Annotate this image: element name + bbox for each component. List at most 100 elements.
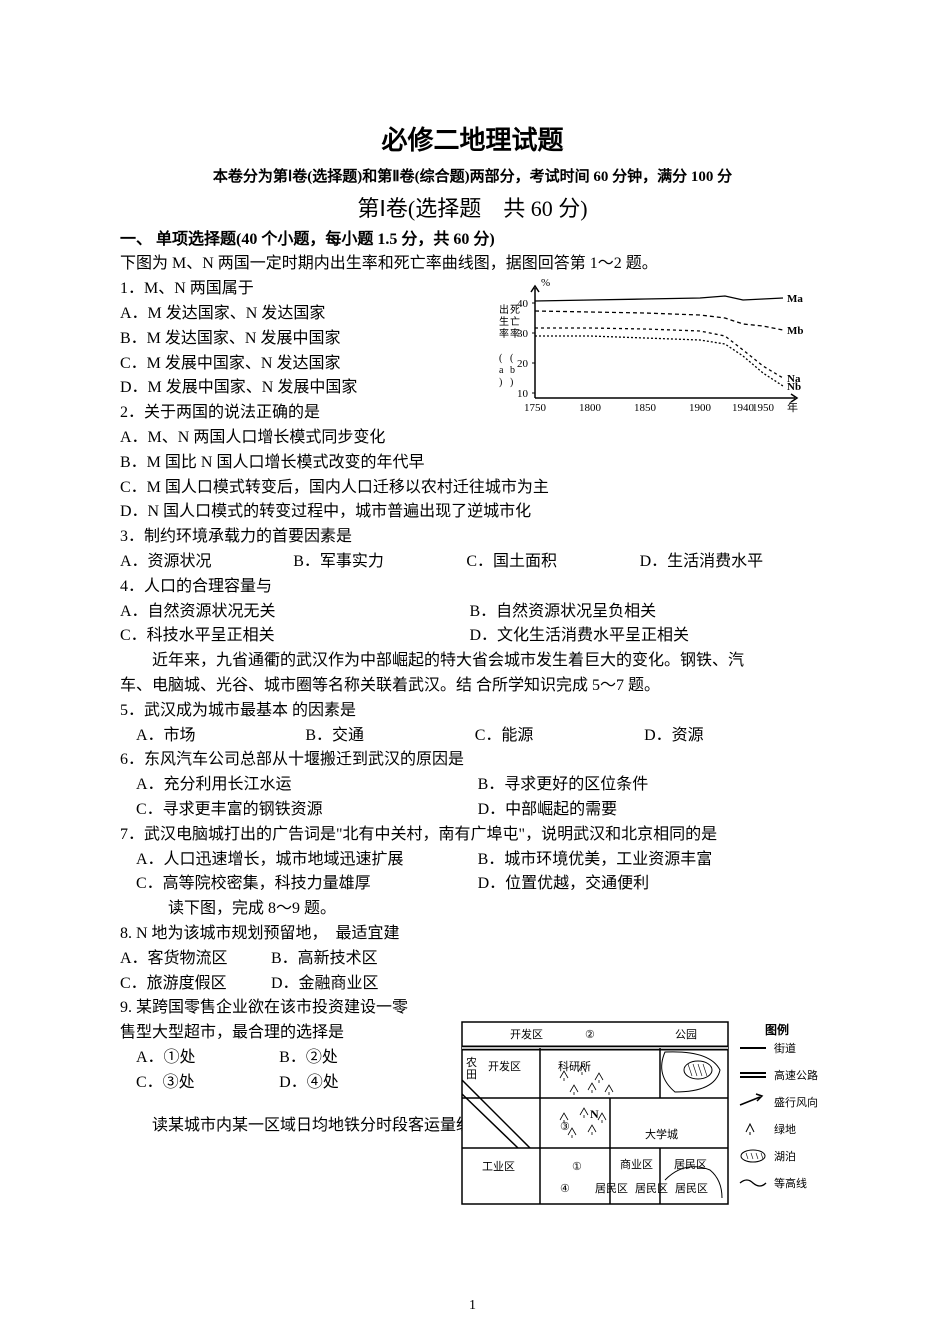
svg-text:农: 农 [466,1055,477,1069]
svg-text:公园: 公园 [675,1028,697,1041]
intro-q8-9: 读下图，完成 8～9 题。 [120,897,825,922]
q4-options-2: C．科技水平呈正相关 D．文化生活消费水平呈正相关 [120,624,825,649]
svg-text:): ) [510,377,513,388]
svg-text:Mb: Mb [787,325,804,337]
svg-text:大学城: 大学城 [645,1127,678,1141]
q3-opt-b: B．军事实力 [293,550,462,575]
q5-opt-a: A．市场 [136,724,301,749]
map-svg: 开发区②公园农田开发区科研所N③大学城工业区①商业区居民区④居民区居民区居民区图… [460,1020,830,1210]
svg-text:科研所: 科研所 [558,1059,591,1073]
q4-options-1: A．自然资源状况无关 B．自然资源状况呈负相关 [120,600,825,625]
q4-stem: 4．人口的合理容量与 [120,575,825,600]
q8-opt-d: D．金融商业区 [271,972,418,997]
q4-opt-b: B．自然资源状况呈负相关 [469,600,814,625]
svg-text:N: N [590,1107,599,1121]
svg-text:(: ( [499,353,503,364]
svg-text:20: 20 [517,358,529,370]
svg-text:): ) [499,377,502,388]
q7-opt-c: C．高等院校密集，科技力量雄厚 [136,872,474,897]
page-number: 1 [0,1295,945,1317]
svg-text:图例: 图例 [765,1022,789,1037]
q3-options: A．资源状况 B．军事实力 C．国土面积 D．生活消费水平 [120,550,825,575]
q8-q9-block: 8. N 地为该城市规划预留地， 最适宜建 A．客货物流区 B．高新技术区 C．… [120,922,420,1096]
q6-options-2: C．寻求更丰富的钢铁资源 D．中部崛起的需要 [120,798,825,823]
q7-options-1: A．人口迅速增长，城市地域迅速扩展 B．城市环境优美，工业资源丰富 [120,848,825,873]
svg-text:湖泊: 湖泊 [774,1150,796,1163]
svg-text:Nb: Nb [787,381,801,393]
svg-text:②: ② [585,1029,595,1041]
q5-stem: 5．武汉成为城市最基本 的因素是 [120,699,825,724]
q8-options-1: A．客货物流区 B．高新技术区 [120,947,420,972]
birth-death-chart: 10203040%出生率 (a)死亡率 (b)17501800185019001… [495,268,815,428]
doc-title: 必修二地理试题 [120,120,825,160]
svg-text:亡: 亡 [510,315,520,328]
svg-text:开发区: 开发区 [488,1059,521,1073]
part1-label: 一、 单项选择题(40 个小题，每小题 1.5 分，共 60 分) [120,228,825,253]
q6-opt-a: A．充分利用长江水运 [136,773,474,798]
intro-q5-7-a: 近年来，九省通衢的武汉作为中部崛起的特大省会城市发生着巨大的变化。钢铁、汽 [120,649,825,674]
q3-opt-a: A．资源状况 [120,550,289,575]
svg-text:开发区: 开发区 [510,1027,543,1041]
intro-q5-7-b: 车、电脑城、光谷、城市圈等名称关联着武汉。结 合所学知识完成 5～7 题。 [120,674,825,699]
svg-text:年: 年 [787,400,798,414]
q5-opt-c: C．能源 [475,724,640,749]
q1-opt-a: A．M 发达国家、N 发达国家 [120,302,450,327]
q3-opt-c: C．国土面积 [466,550,635,575]
svg-text:居民区: 居民区 [674,1159,707,1171]
svg-text:居民区: 居民区 [595,1183,628,1195]
q8-opt-a: A．客货物流区 [120,947,267,972]
svg-text:出: 出 [499,303,509,316]
svg-text:1950: 1950 [752,402,775,414]
svg-text:街道: 街道 [774,1041,796,1055]
svg-text:%: % [541,277,550,289]
svg-text:a: a [499,365,504,376]
q8-opt-b: B．高新技术区 [271,947,418,972]
svg-text:绿地: 绿地 [774,1122,796,1136]
svg-text:1750: 1750 [524,402,547,414]
svg-text:率: 率 [510,327,520,340]
q6-opt-b: B．寻求更好的区位条件 [478,773,816,798]
section1-heading: 第Ⅰ卷(选择题 共 60 分) [120,192,825,226]
q2-opt-c: C．M 国人口模式转变后，国内人口迁移以农村迁往城市为主 [120,476,825,501]
q7-opt-d: D．位置优越，交通便利 [478,872,816,897]
svg-text:盛行风向: 盛行风向 [774,1095,818,1109]
q4-opt-d: D．文化生活消费水平呈正相关 [469,624,814,649]
q2-opt-b: B．M 国比 N 国人口增长模式改变的年代早 [120,451,450,476]
page-root: 必修二地理试题 本卷分为第Ⅰ卷(选择题)和第Ⅱ卷(综合题)两部分，考试时间 60… [0,0,945,1337]
q7-options-2: C．高等院校密集，科技力量雄厚 D．位置优越，交通便利 [120,872,825,897]
q3-opt-d: D．生活消费水平 [640,550,809,575]
svg-text:10: 10 [517,388,529,400]
q1-opt-b: B．M 发达国家、N 发展中国家 [120,327,450,352]
svg-text:居民区: 居民区 [675,1183,708,1195]
doc-instructions: 本卷分为第Ⅰ卷(选择题)和第Ⅱ卷(综合题)两部分，考试时间 60 分钟，满分 1… [120,166,825,189]
svg-text:高速公路: 高速公路 [774,1068,818,1082]
svg-text:生: 生 [499,315,509,328]
svg-text:1800: 1800 [579,402,602,414]
q1-q2-block: 1．M、N 两国属于 A．M 发达国家、N 发达国家 B．M 发达国家、N 发展… [120,277,450,475]
q9-options-1: A．①处 B．②处 [120,1046,420,1071]
q7-opt-a: A．人口迅速增长，城市地域迅速扩展 [136,848,474,873]
svg-text:1850: 1850 [634,402,657,414]
q8-stem: 8. N 地为该城市规划预留地， 最适宜建 [120,922,420,947]
q2-stem: 2．关于两国的说法正确的是 [120,401,450,426]
q5-opt-d: D．资源 [644,724,809,749]
q9-opt-a: A．①处 [136,1046,275,1071]
q7-opt-b: B．城市环境优美，工业资源丰富 [478,848,816,873]
q9-options-2: C．③处 D．④处 [120,1071,420,1096]
svg-text:等高线: 等高线 [774,1176,807,1190]
q6-opt-d: D．中部崛起的需要 [478,798,816,823]
svg-text:居民区: 居民区 [635,1183,668,1195]
svg-text:(: ( [510,353,514,364]
q5-opt-b: B．交通 [305,724,470,749]
q8-options-2: C．旅游度假区 D．金融商业区 [120,972,420,997]
q4-opt-a: A．自然资源状况无关 [120,600,465,625]
q5-options: A．市场 B．交通 C．能源 D．资源 [120,724,825,749]
q3-stem: 3．制约环境承载力的首要因素是 [120,525,825,550]
q9-opt-c: C．③处 [136,1071,275,1096]
q6-opt-c: C．寻求更丰富的钢铁资源 [136,798,474,823]
svg-text:率: 率 [499,327,509,340]
svg-text:1900: 1900 [689,402,712,414]
svg-text:死: 死 [510,305,520,316]
q9-opt-d: D．④处 [279,1071,418,1096]
svg-text:Ma: Ma [787,293,803,305]
